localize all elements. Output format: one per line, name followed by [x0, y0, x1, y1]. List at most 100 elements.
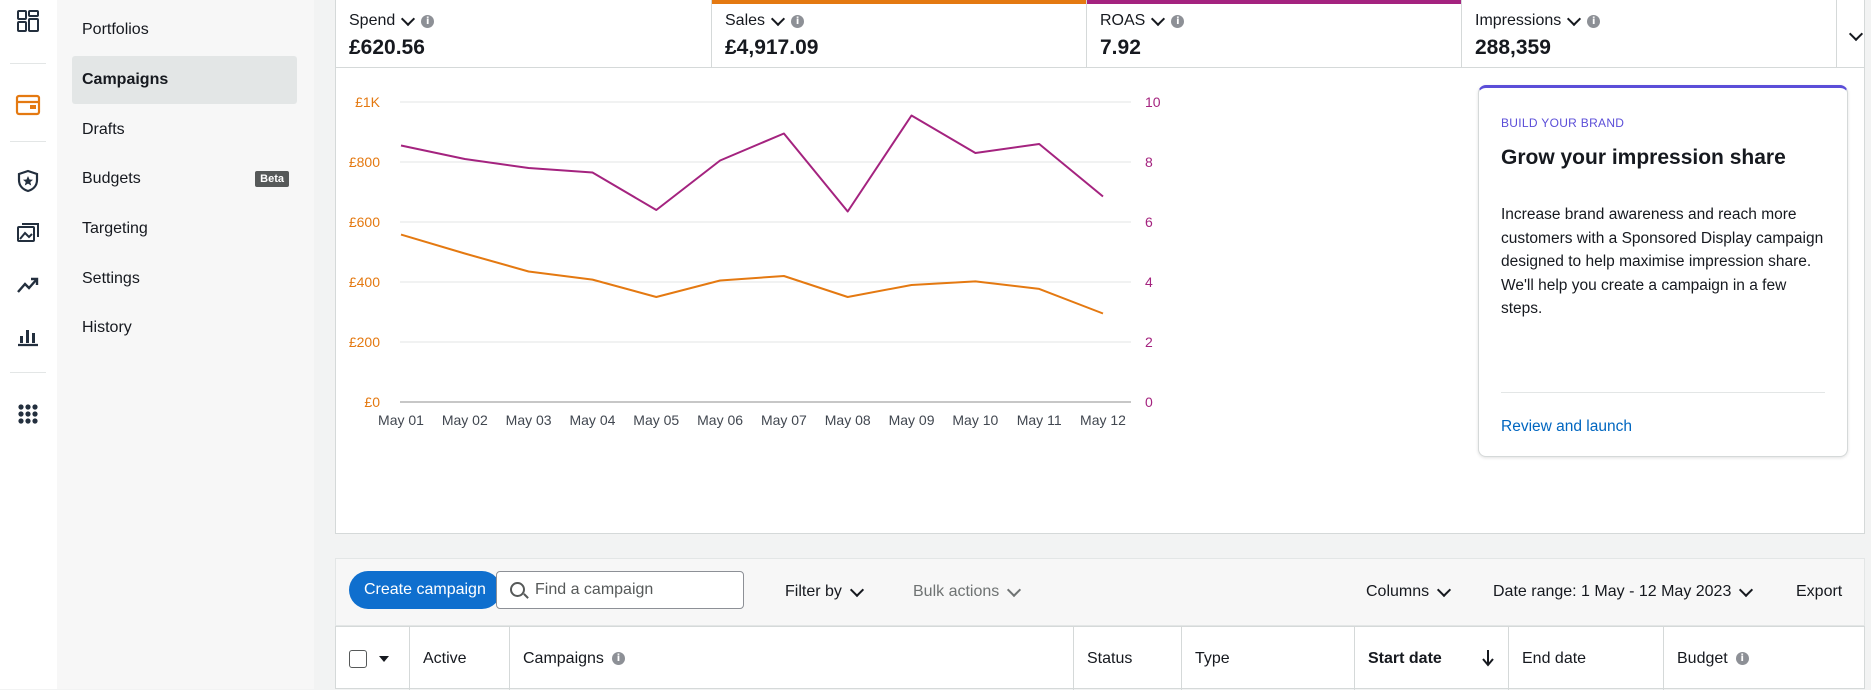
info-icon[interactable]: i: [421, 14, 435, 28]
search-input[interactable]: Find a campaign: [496, 571, 744, 609]
metric-value: £620.56: [349, 36, 425, 59]
metric-label: Spend: [349, 12, 396, 29]
filter-by-dropdown[interactable]: Filter by: [785, 582, 864, 601]
x-tick-label: May 04: [569, 412, 615, 428]
filter-by-label: Filter by: [785, 583, 842, 600]
sidebar-item-label: Settings: [82, 270, 140, 287]
x-tick-label: May 11: [1017, 412, 1062, 428]
x-tick-label: May 03: [506, 412, 552, 428]
sidebar-item-targeting[interactable]: Targeting: [72, 205, 297, 253]
trend-icon[interactable]: [12, 269, 44, 301]
metric-sales[interactable]: Sales i £4,917.09: [712, 0, 1087, 68]
performance-chart-panel: £0 0 £200 2 £400 4 £600 6 £800 8 £1K 10 May 01 May 02…: [335, 68, 1865, 534]
promo-title: Grow your impression share: [1501, 146, 1786, 169]
shield-icon[interactable]: [12, 165, 44, 197]
icon-rail: [0, 0, 58, 689]
date-range-dropdown[interactable]: Date range: 1 May - 12 May 2023: [1493, 582, 1754, 601]
chevron-down-icon: [1437, 582, 1452, 597]
column-start-date[interactable]: Start date: [1355, 627, 1509, 690]
metric-spend[interactable]: Spend i £620.56: [336, 0, 712, 68]
info-icon[interactable]: i: [611, 652, 625, 665]
metric-value: £4,917.09: [725, 36, 819, 59]
metric-color-bar: [712, 0, 1086, 4]
sidebar-item-label: Targeting: [82, 220, 148, 237]
chevron-down-icon[interactable]: [1151, 11, 1166, 26]
metric-value: 288,359: [1475, 36, 1551, 59]
dashboard-icon[interactable]: [12, 5, 44, 37]
column-label: Budget: [1677, 649, 1728, 667]
sidebar-item-campaigns[interactable]: Campaigns: [72, 56, 297, 104]
info-icon[interactable]: i: [1587, 14, 1601, 28]
chevron-down-icon: [849, 582, 864, 597]
apps-grid-icon[interactable]: [12, 398, 44, 430]
chevron-down-icon[interactable]: [401, 11, 416, 26]
column-end-date[interactable]: End date: [1509, 627, 1664, 690]
column-type[interactable]: Type: [1182, 627, 1355, 690]
metric-color-bar: [1087, 0, 1461, 4]
x-tick-label: May 08: [825, 412, 871, 428]
search-icon: [510, 582, 525, 597]
metrics-bar: Spend i £620.56 Sales i £4,917.09 ROAS i 7.…: [335, 0, 1865, 68]
columns-dropdown[interactable]: Columns: [1366, 582, 1452, 601]
main-content: Spend i £620.56 Sales i £4,917.09 ROAS i 7.…: [335, 0, 1871, 690]
sort-descending-icon[interactable]: [1482, 649, 1494, 667]
column-label: End date: [1522, 649, 1587, 667]
sidebar-item-label: Budgets: [82, 170, 141, 187]
chevron-down-icon[interactable]: [770, 11, 786, 26]
sidebar-item-label: Drafts: [82, 121, 125, 138]
sidebar-item-history[interactable]: History: [72, 304, 297, 352]
column-label: Active: [423, 649, 467, 667]
wallet-icon[interactable]: [12, 89, 44, 121]
y-tick-label-left: £0: [364, 394, 380, 410]
x-tick-label: May 07: [761, 412, 807, 428]
y-tick-label-left: £600: [349, 214, 380, 230]
columns-label: Columns: [1366, 583, 1430, 600]
sidebar-item-settings[interactable]: Settings: [72, 255, 297, 303]
review-and-launch-link[interactable]: Review and launch: [1501, 418, 1632, 435]
info-icon[interactable]: i: [791, 14, 805, 28]
sidebar-item-label: Portfolios: [82, 21, 149, 38]
media-icon[interactable]: [12, 217, 44, 249]
chevron-down-icon: [1739, 582, 1754, 597]
chevron-down-icon: [1848, 26, 1864, 42]
expand-metrics-button[interactable]: [1848, 26, 1864, 44]
metric-value: 7.92: [1100, 36, 1141, 59]
chevron-down-icon: [1007, 582, 1022, 597]
y-tick-label-right: 8: [1145, 154, 1153, 170]
promo-card: BUILD YOUR BRAND Grow your impression sh…: [1478, 85, 1848, 457]
x-tick-label: May 12: [1080, 412, 1126, 428]
select-all-checkbox[interactable]: [349, 649, 367, 668]
column-active[interactable]: Active: [410, 627, 510, 690]
sidebar-item-portfolios[interactable]: Portfolios: [72, 6, 297, 54]
sidebar-item-drafts[interactable]: Drafts: [72, 106, 297, 154]
create-campaign-button[interactable]: Create campaign: [349, 571, 501, 609]
column-label: Type: [1195, 649, 1230, 667]
bar-chart-icon[interactable]: [12, 320, 44, 352]
promo-kicker: BUILD YOUR BRAND: [1501, 116, 1625, 130]
info-icon[interactable]: i: [1735, 652, 1749, 665]
metric-roas[interactable]: ROAS i 7.92: [1087, 0, 1462, 68]
y-tick-label-right: 6: [1145, 214, 1153, 230]
beta-badge: Beta: [255, 171, 289, 187]
info-icon[interactable]: i: [1171, 14, 1185, 28]
sidebar-item-label: History: [82, 319, 132, 336]
chevron-down-icon[interactable]: [1567, 11, 1582, 26]
bulk-actions-dropdown[interactable]: Bulk actions: [913, 582, 1022, 601]
promo-body: Increase brand awareness and reach more …: [1501, 206, 1824, 317]
sidebar-item-budgets[interactable]: Budgets Beta: [72, 155, 297, 203]
sidebar-item-label: Campaigns: [82, 71, 169, 88]
y-tick-label-right: 0: [1145, 394, 1153, 410]
column-status[interactable]: Status: [1074, 627, 1182, 690]
metric-label: ROAS: [1100, 12, 1146, 29]
series-line-sales: [400, 233, 1104, 315]
column-campaigns[interactable]: Campaigns i: [510, 627, 1074, 690]
column-budget[interactable]: Budget i: [1664, 627, 1866, 690]
caret-down-icon[interactable]: [379, 655, 389, 662]
column-label: Status: [1087, 649, 1133, 667]
y-tick-label-right: 4: [1145, 274, 1153, 290]
x-tick-label: May 10: [952, 412, 998, 428]
x-tick-label: May 02: [442, 412, 488, 428]
metric-impressions[interactable]: Impressions i 288,359: [1462, 0, 1837, 68]
export-button[interactable]: Export: [1796, 583, 1843, 600]
series-line-roas: [400, 114, 1104, 213]
